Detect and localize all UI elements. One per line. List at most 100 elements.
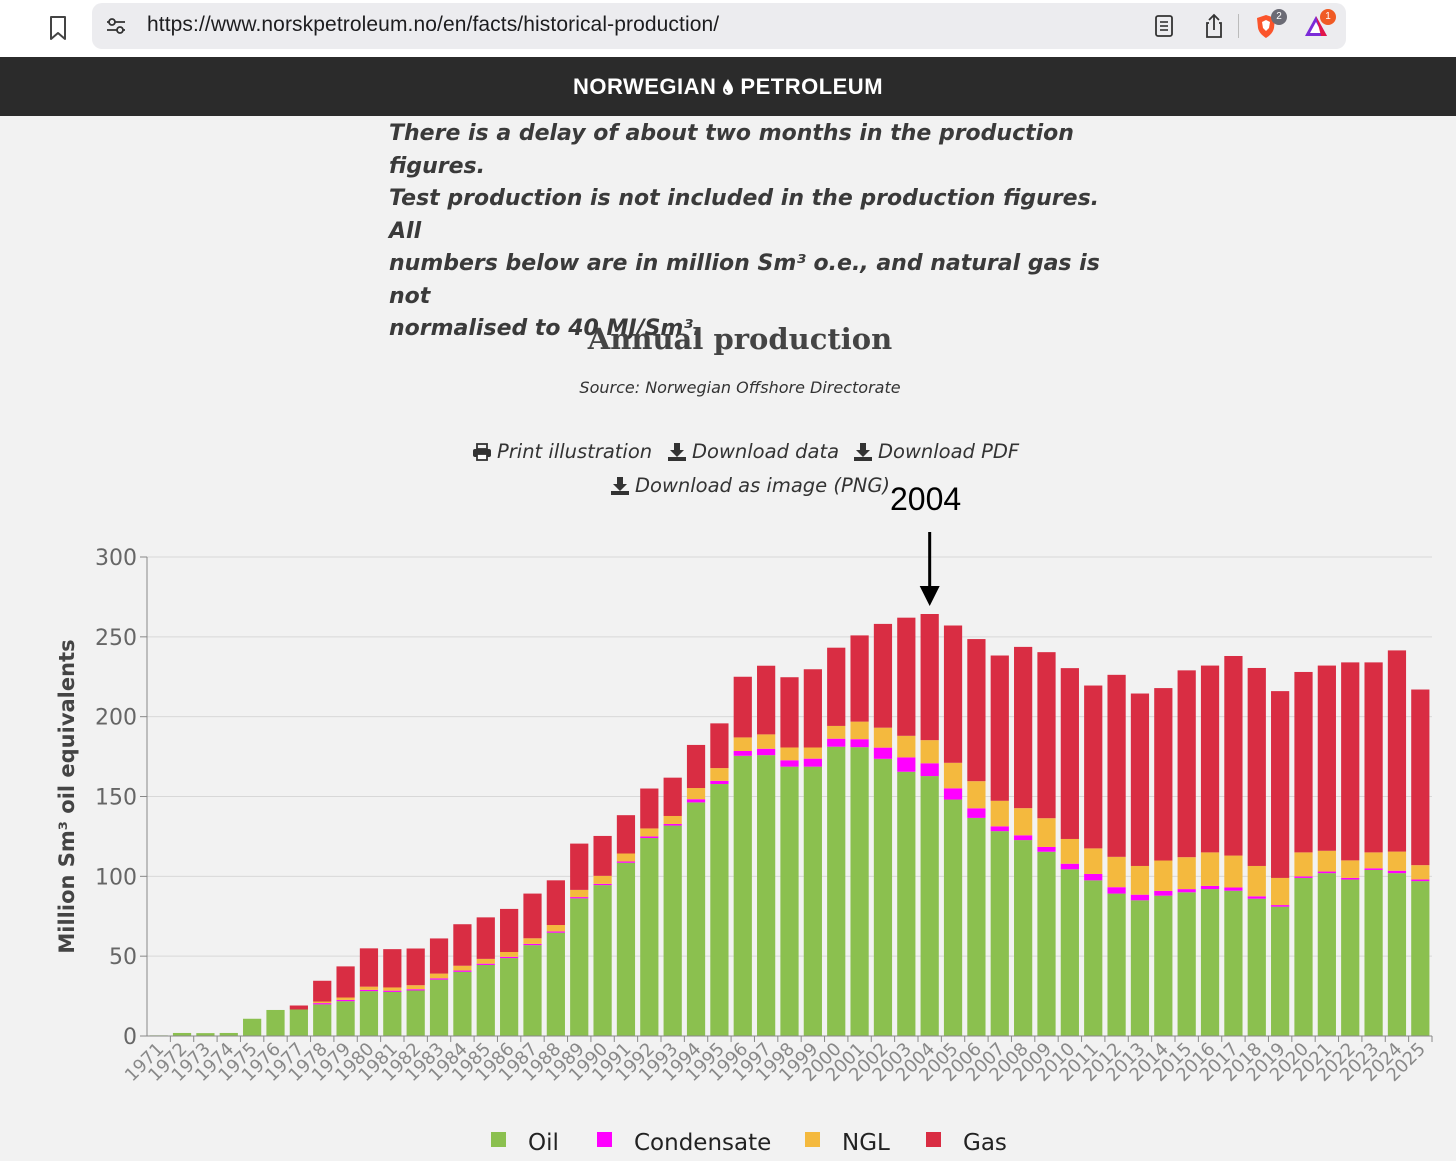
bar-ngl-2001[interactable] bbox=[850, 721, 869, 740]
bar-gas-2021[interactable] bbox=[1317, 665, 1336, 851]
bar-gas-1982[interactable] bbox=[406, 948, 425, 986]
bar-oil-1978[interactable] bbox=[313, 1004, 332, 1036]
bar-oil-1994[interactable] bbox=[686, 802, 706, 1036]
bar-gas-2008[interactable] bbox=[1014, 646, 1033, 809]
bar-gas-2019[interactable] bbox=[1271, 691, 1290, 878]
bar-ngl-2012[interactable] bbox=[1107, 856, 1126, 888]
bar-condensate-1985[interactable] bbox=[476, 963, 495, 965]
bar-gas-2010[interactable] bbox=[1060, 668, 1079, 839]
bar-oil-1975[interactable] bbox=[243, 1018, 262, 1036]
bar-ngl-2023[interactable] bbox=[1364, 852, 1383, 869]
download-png-link[interactable]: Download as image (PNG) bbox=[610, 474, 890, 497]
site-settings-icon[interactable] bbox=[104, 14, 128, 38]
bar-gas-2017[interactable] bbox=[1224, 655, 1243, 856]
bar-oil-2005[interactable] bbox=[943, 799, 963, 1036]
bar-gas-1991[interactable] bbox=[616, 815, 636, 854]
bar-ngl-2009[interactable] bbox=[1037, 818, 1056, 847]
bar-gas-1998[interactable] bbox=[780, 677, 799, 748]
bar-oil-1976[interactable] bbox=[266, 1009, 285, 1036]
bar-gas-1978[interactable] bbox=[313, 980, 332, 1002]
bar-condensate-2003[interactable] bbox=[897, 757, 916, 772]
bar-gas-1987[interactable] bbox=[523, 893, 542, 939]
bar-oil-2004[interactable] bbox=[920, 776, 939, 1036]
bar-condensate-2013[interactable] bbox=[1130, 894, 1150, 901]
bar-ngl-1991[interactable] bbox=[616, 853, 636, 862]
bar-condensate-2008[interactable] bbox=[1014, 835, 1033, 841]
bar-ngl-2014[interactable] bbox=[1154, 860, 1173, 891]
bar-ngl-2002[interactable] bbox=[873, 727, 893, 748]
bar-condensate-2000[interactable] bbox=[827, 738, 846, 747]
bar-ngl-2003[interactable] bbox=[897, 735, 916, 758]
url-text[interactable]: https://www.norskpetroleum.no/en/facts/h… bbox=[147, 13, 720, 36]
bar-condensate-2022[interactable] bbox=[1341, 877, 1360, 880]
bar-ngl-2022[interactable] bbox=[1341, 860, 1360, 878]
bar-ngl-1986[interactable] bbox=[500, 952, 519, 957]
bar-condensate-2010[interactable] bbox=[1060, 863, 1079, 870]
bar-gas-2005[interactable] bbox=[943, 625, 963, 763]
bar-ngl-1989[interactable] bbox=[570, 889, 589, 898]
bar-oil-2006[interactable] bbox=[967, 817, 986, 1036]
bar-condensate-2025[interactable] bbox=[1411, 879, 1430, 882]
bar-oil-1996[interactable] bbox=[733, 755, 752, 1036]
bar-oil-1977[interactable] bbox=[289, 1009, 308, 1037]
bar-condensate-2012[interactable] bbox=[1107, 887, 1126, 894]
bar-gas-1993[interactable] bbox=[663, 777, 682, 816]
bar-condensate-2018[interactable] bbox=[1247, 896, 1266, 899]
bar-condensate-1989[interactable] bbox=[570, 897, 589, 899]
bar-oil-2007[interactable] bbox=[990, 831, 1009, 1036]
bar-oil-2009[interactable] bbox=[1037, 851, 1056, 1036]
bar-condensate-1978[interactable] bbox=[313, 1003, 332, 1005]
bar-ngl-2021[interactable] bbox=[1317, 850, 1336, 872]
bar-gas-1990[interactable] bbox=[593, 835, 612, 876]
bar-condensate-1999[interactable] bbox=[803, 758, 822, 767]
bar-ngl-1994[interactable] bbox=[686, 788, 706, 800]
bar-ngl-2010[interactable] bbox=[1060, 838, 1079, 864]
bar-ngl-1984[interactable] bbox=[453, 965, 472, 971]
bar-gas-1983[interactable] bbox=[429, 938, 449, 974]
bar-ngl-2013[interactable] bbox=[1130, 865, 1150, 895]
address-bar[interactable] bbox=[92, 3, 1346, 49]
bar-oil-2013[interactable] bbox=[1130, 900, 1150, 1036]
bar-ngl-1987[interactable] bbox=[523, 938, 542, 944]
bar-oil-2011[interactable] bbox=[1084, 880, 1103, 1036]
bar-ngl-1978[interactable] bbox=[313, 1001, 332, 1004]
legend-label-ngl[interactable]: NGL bbox=[842, 1130, 890, 1156]
bar-gas-2002[interactable] bbox=[873, 623, 893, 728]
bar-oil-1983[interactable] bbox=[429, 979, 449, 1036]
bar-ngl-1996[interactable] bbox=[733, 737, 752, 751]
bar-gas-2011[interactable] bbox=[1084, 685, 1103, 849]
bar-gas-2007[interactable] bbox=[990, 655, 1009, 801]
bar-ngl-2006[interactable] bbox=[967, 781, 986, 809]
bar-oil-2015[interactable] bbox=[1177, 892, 1196, 1036]
bar-oil-1995[interactable] bbox=[710, 784, 729, 1036]
bar-oil-2019[interactable] bbox=[1271, 906, 1290, 1036]
bar-condensate-1994[interactable] bbox=[686, 799, 706, 803]
bar-gas-1979[interactable] bbox=[336, 966, 355, 998]
bar-oil-1973[interactable] bbox=[196, 1033, 215, 1036]
bar-oil-1998[interactable] bbox=[780, 766, 799, 1036]
bar-condensate-1992[interactable] bbox=[640, 836, 659, 839]
bar-oil-2000[interactable] bbox=[827, 746, 846, 1036]
bar-ngl-2025[interactable] bbox=[1411, 865, 1430, 880]
bar-oil-2016[interactable] bbox=[1200, 889, 1220, 1036]
bar-ngl-1979[interactable] bbox=[336, 997, 355, 1000]
bar-oil-2017[interactable] bbox=[1224, 890, 1243, 1036]
bar-gas-2009[interactable] bbox=[1037, 652, 1056, 819]
download-pdf-link[interactable]: Download PDF bbox=[853, 440, 1019, 463]
bar-ngl-2000[interactable] bbox=[827, 725, 846, 739]
bar-oil-1986[interactable] bbox=[500, 958, 519, 1036]
bar-oil-2023[interactable] bbox=[1364, 869, 1383, 1036]
bar-oil-2002[interactable] bbox=[873, 758, 893, 1036]
bar-gas-1985[interactable] bbox=[476, 917, 495, 959]
bar-oil-1979[interactable] bbox=[336, 1001, 355, 1036]
bar-condensate-2004[interactable] bbox=[920, 763, 939, 777]
bar-condensate-2001[interactable] bbox=[850, 739, 869, 748]
legend-label-condensate[interactable]: Condensate bbox=[634, 1130, 771, 1156]
bar-oil-2022[interactable] bbox=[1341, 879, 1360, 1036]
bar-condensate-2011[interactable] bbox=[1084, 873, 1103, 881]
bar-condensate-2002[interactable] bbox=[873, 747, 893, 759]
bar-gas-2014[interactable] bbox=[1154, 688, 1173, 861]
bar-condensate-1991[interactable] bbox=[616, 861, 636, 863]
bar-gas-2023[interactable] bbox=[1364, 662, 1383, 853]
bar-condensate-2021[interactable] bbox=[1317, 871, 1336, 874]
